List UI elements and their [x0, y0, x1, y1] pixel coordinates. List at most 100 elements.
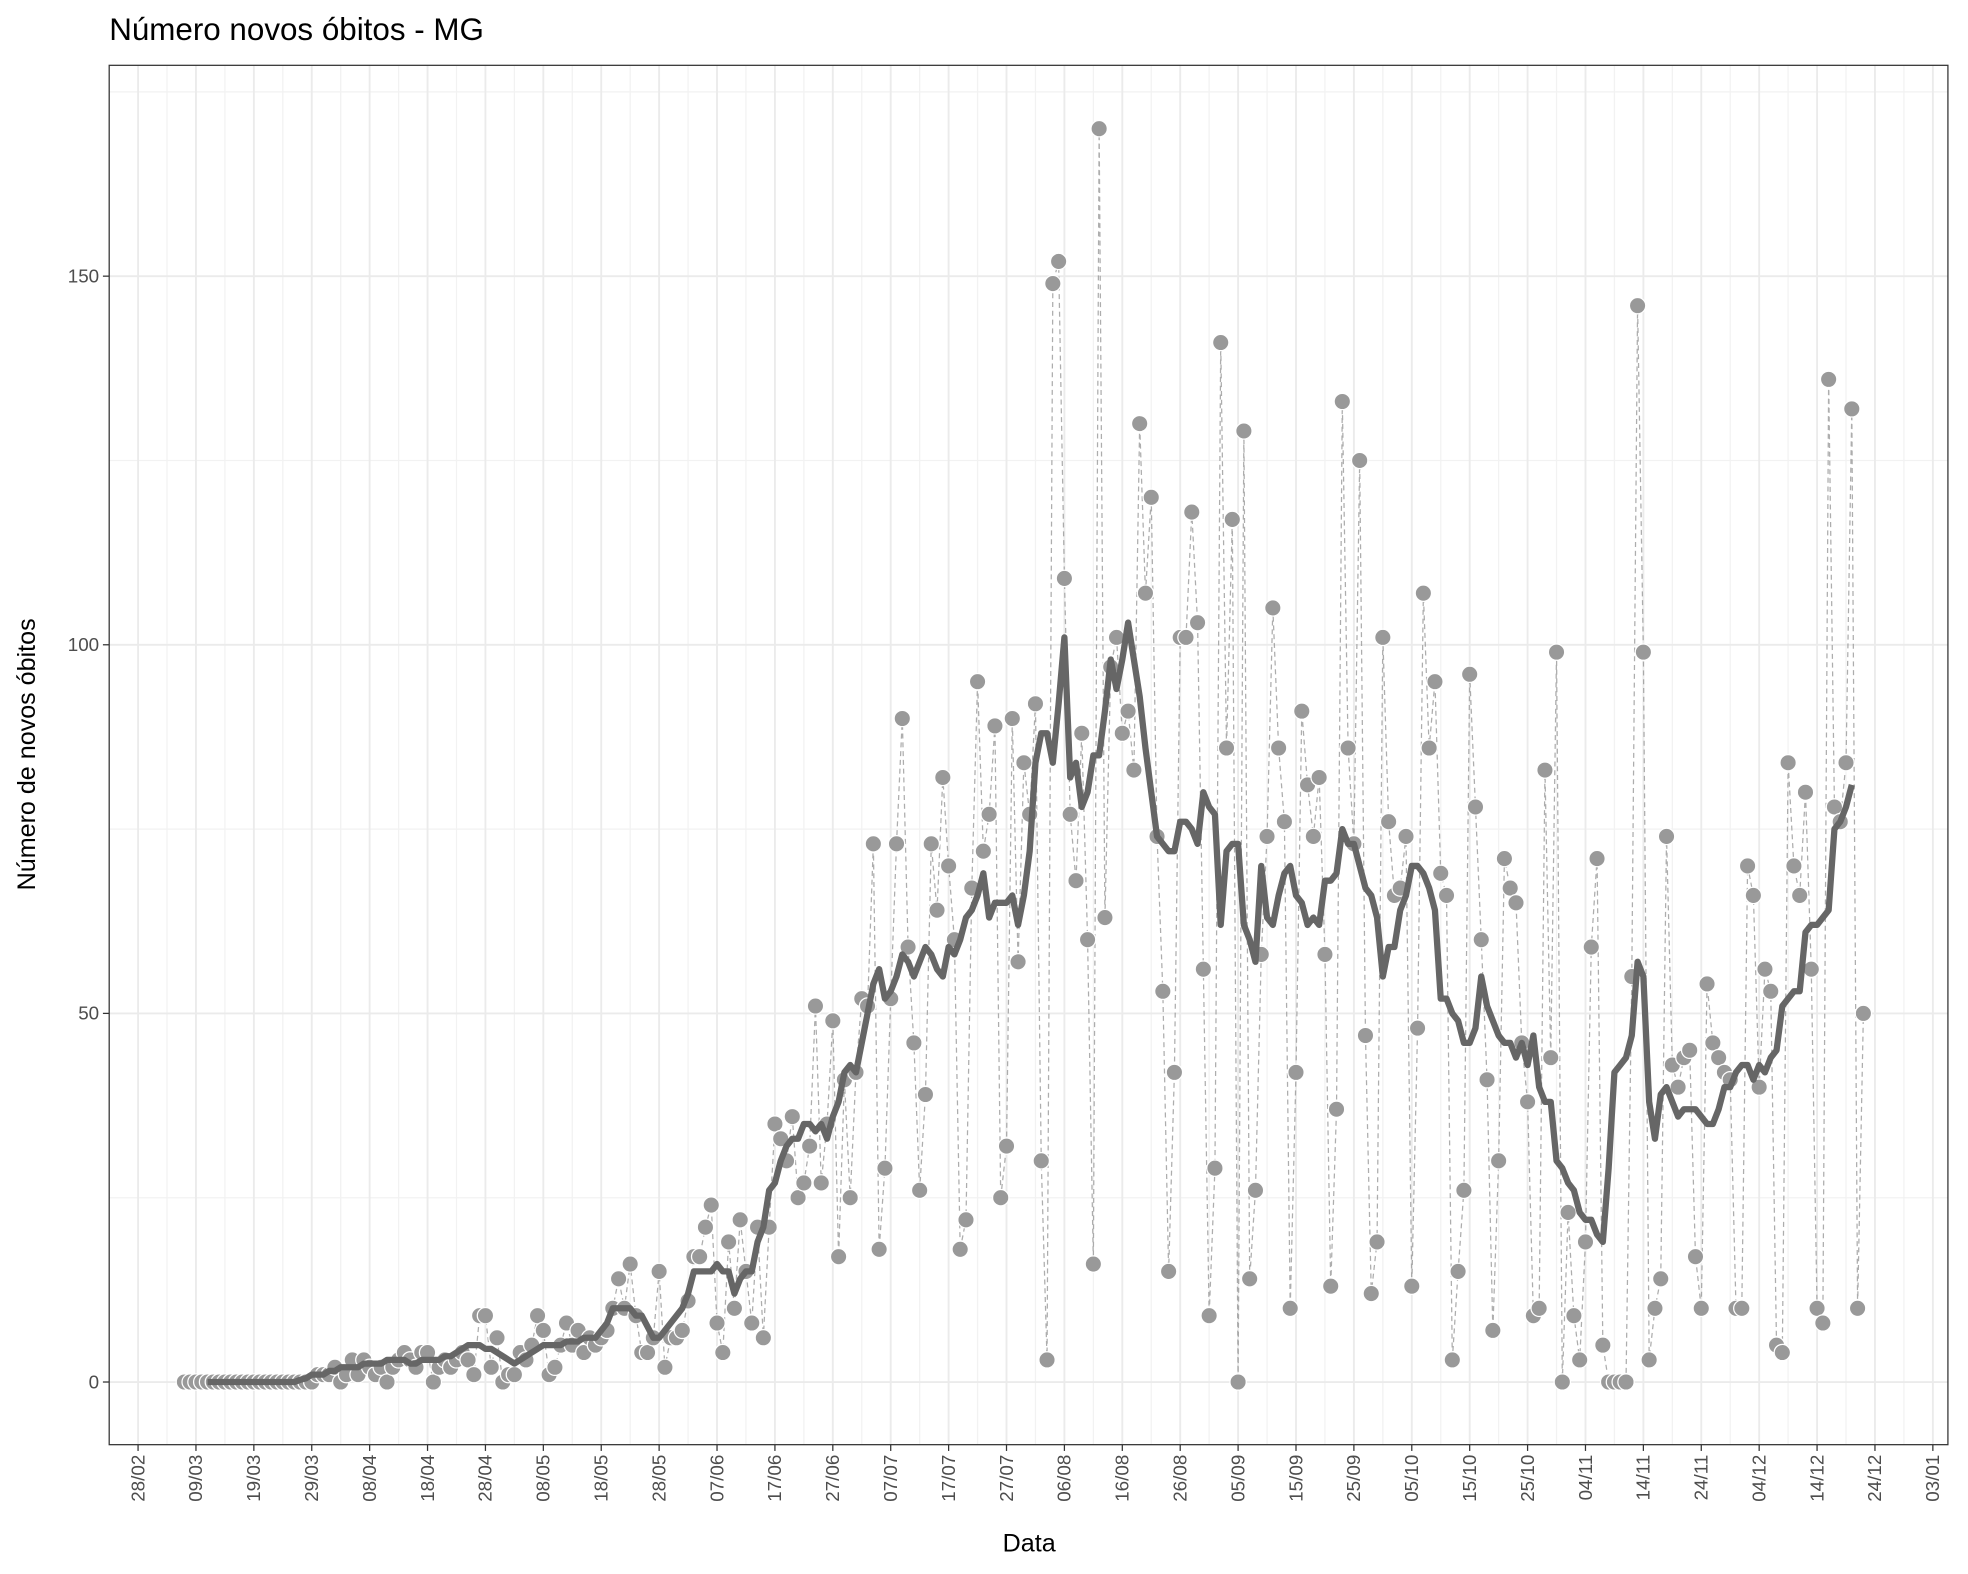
point	[1397, 827, 1415, 846]
x-tick-label: 29/03	[301, 1455, 322, 1502]
x-tick-label: 18/04	[417, 1455, 438, 1502]
point	[1414, 584, 1433, 602]
point	[1692, 1299, 1711, 1318]
point	[1449, 1262, 1467, 1281]
x-tick-label: 19/03	[243, 1455, 264, 1502]
daily-line	[184, 128, 1865, 1385]
point	[1617, 1373, 1635, 1391]
point	[957, 1211, 975, 1229]
point	[1443, 1351, 1462, 1369]
point	[528, 1306, 547, 1325]
point	[864, 835, 883, 853]
point	[1316, 945, 1334, 964]
point	[1165, 1063, 1184, 1082]
point	[1067, 871, 1085, 890]
point	[1779, 753, 1797, 772]
point	[916, 1085, 935, 1104]
point	[887, 835, 906, 853]
point	[934, 768, 952, 787]
point	[841, 1188, 859, 1207]
x-tick-label: 14/12	[1806, 1455, 1827, 1502]
point	[1003, 709, 1022, 728]
point	[870, 1240, 888, 1259]
point	[910, 1181, 929, 1200]
point	[1698, 975, 1716, 993]
point	[534, 1321, 553, 1340]
point	[1078, 930, 1097, 949]
point	[1785, 857, 1803, 875]
point	[1843, 400, 1861, 418]
point	[1750, 1078, 1768, 1096]
point	[951, 1240, 969, 1259]
point	[1582, 938, 1601, 956]
point	[1142, 488, 1161, 507]
point	[1310, 768, 1328, 787]
x-tick-label: 08/04	[359, 1455, 380, 1502]
y-tick-label: 150	[68, 265, 99, 286]
point	[986, 717, 1004, 735]
point	[378, 1373, 396, 1391]
point	[1790, 886, 1809, 905]
point	[1292, 702, 1311, 720]
point	[673, 1321, 692, 1340]
x-tick-label: 18/05	[591, 1455, 612, 1502]
point	[876, 1159, 894, 1177]
point	[1547, 643, 1566, 661]
point	[505, 1365, 524, 1384]
point	[1819, 370, 1838, 389]
x-tick-label: 07/06	[706, 1455, 727, 1502]
x-tick-label: 05/10	[1401, 1455, 1422, 1502]
point	[1669, 1078, 1687, 1096]
point	[754, 1328, 773, 1347]
point	[1426, 672, 1444, 691]
point	[1756, 960, 1774, 978]
point	[928, 901, 946, 919]
point	[719, 1233, 738, 1251]
x-tick-label: 04/11	[1575, 1455, 1596, 1501]
point	[1362, 1284, 1381, 1303]
point	[731, 1211, 749, 1229]
point	[1240, 1270, 1259, 1288]
point	[1628, 296, 1647, 315]
x-tick-label: 27/07	[996, 1455, 1017, 1502]
point	[1339, 739, 1357, 757]
point	[1773, 1343, 1792, 1362]
point	[1211, 333, 1230, 352]
x-axis-label: Data	[1003, 1529, 1056, 1557]
point	[1264, 599, 1282, 617]
point	[1680, 1041, 1699, 1060]
point	[1507, 894, 1525, 912]
point	[974, 842, 993, 860]
point	[1154, 982, 1172, 1001]
point	[1275, 812, 1294, 831]
point	[725, 1299, 744, 1318]
point	[1044, 274, 1062, 293]
x-tick-label: 27/06	[822, 1455, 843, 1502]
point	[922, 835, 941, 853]
point	[1420, 739, 1438, 757]
x-tick-label: 25/09	[1343, 1455, 1364, 1502]
point	[1269, 739, 1288, 757]
point	[1223, 510, 1242, 529]
point	[1738, 857, 1757, 875]
point	[1634, 643, 1653, 661]
point	[899, 938, 917, 956]
point	[465, 1365, 483, 1384]
x-tick-label: 16/08	[1112, 1455, 1133, 1502]
point	[690, 1247, 709, 1266]
point	[1472, 930, 1491, 949]
point	[546, 1358, 564, 1377]
point	[1217, 739, 1236, 757]
x-tick-label: 25/10	[1517, 1455, 1538, 1502]
average-line	[207, 619, 1855, 1386]
point	[800, 1137, 819, 1155]
point	[1188, 613, 1207, 632]
point	[1026, 694, 1045, 713]
x-tick-label: 24/11	[1691, 1455, 1712, 1501]
point	[1594, 1336, 1612, 1354]
y-tick-label: 0	[89, 1371, 99, 1392]
point	[1333, 392, 1352, 411]
point	[424, 1373, 443, 1391]
point	[1484, 1321, 1502, 1340]
point	[1009, 953, 1027, 971]
